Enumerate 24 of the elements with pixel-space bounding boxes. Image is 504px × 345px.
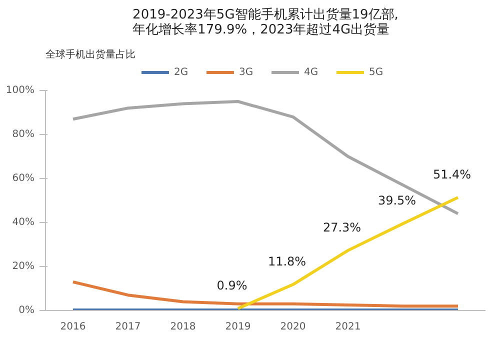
y-tick-label: 20% (12, 261, 35, 272)
x-tick-label: 2020 (280, 322, 306, 332)
x-tick-label: 2021 (335, 322, 361, 332)
y-tick-label: 80% (12, 129, 35, 140)
data-label: 51.4% (432, 167, 472, 182)
data-label: 39.5% (378, 194, 416, 208)
y-tick-label: 100% (6, 85, 35, 96)
line-series (72, 280, 460, 308)
x-tick-label: 2017 (115, 322, 141, 332)
data-label: 11.8% (268, 254, 306, 269)
legend-label: 4G (304, 66, 320, 78)
y-tick-label: 0% (18, 305, 35, 316)
y-axis-title: 全球手机出货量占比 (46, 48, 136, 60)
data-label: 0.9% (216, 278, 248, 293)
x-tick-label: 2016 (60, 322, 86, 332)
data-label: 27.3% (322, 220, 362, 234)
x-tick-label: 2019 (225, 322, 251, 332)
x-tick-label: 2018 (170, 322, 196, 332)
chart-title: 2019-2023年5G智能手机累计出货量19亿部, 年化增长率179.9%，2023年超过4G出货量 (132, 8, 398, 38)
legend-label: 5G (369, 66, 384, 78)
legend-label: 2G (174, 66, 190, 78)
legend-label: 3G (239, 66, 254, 78)
y-tick-label: 60% (12, 173, 35, 184)
y-tick-label: 40% (12, 217, 35, 228)
